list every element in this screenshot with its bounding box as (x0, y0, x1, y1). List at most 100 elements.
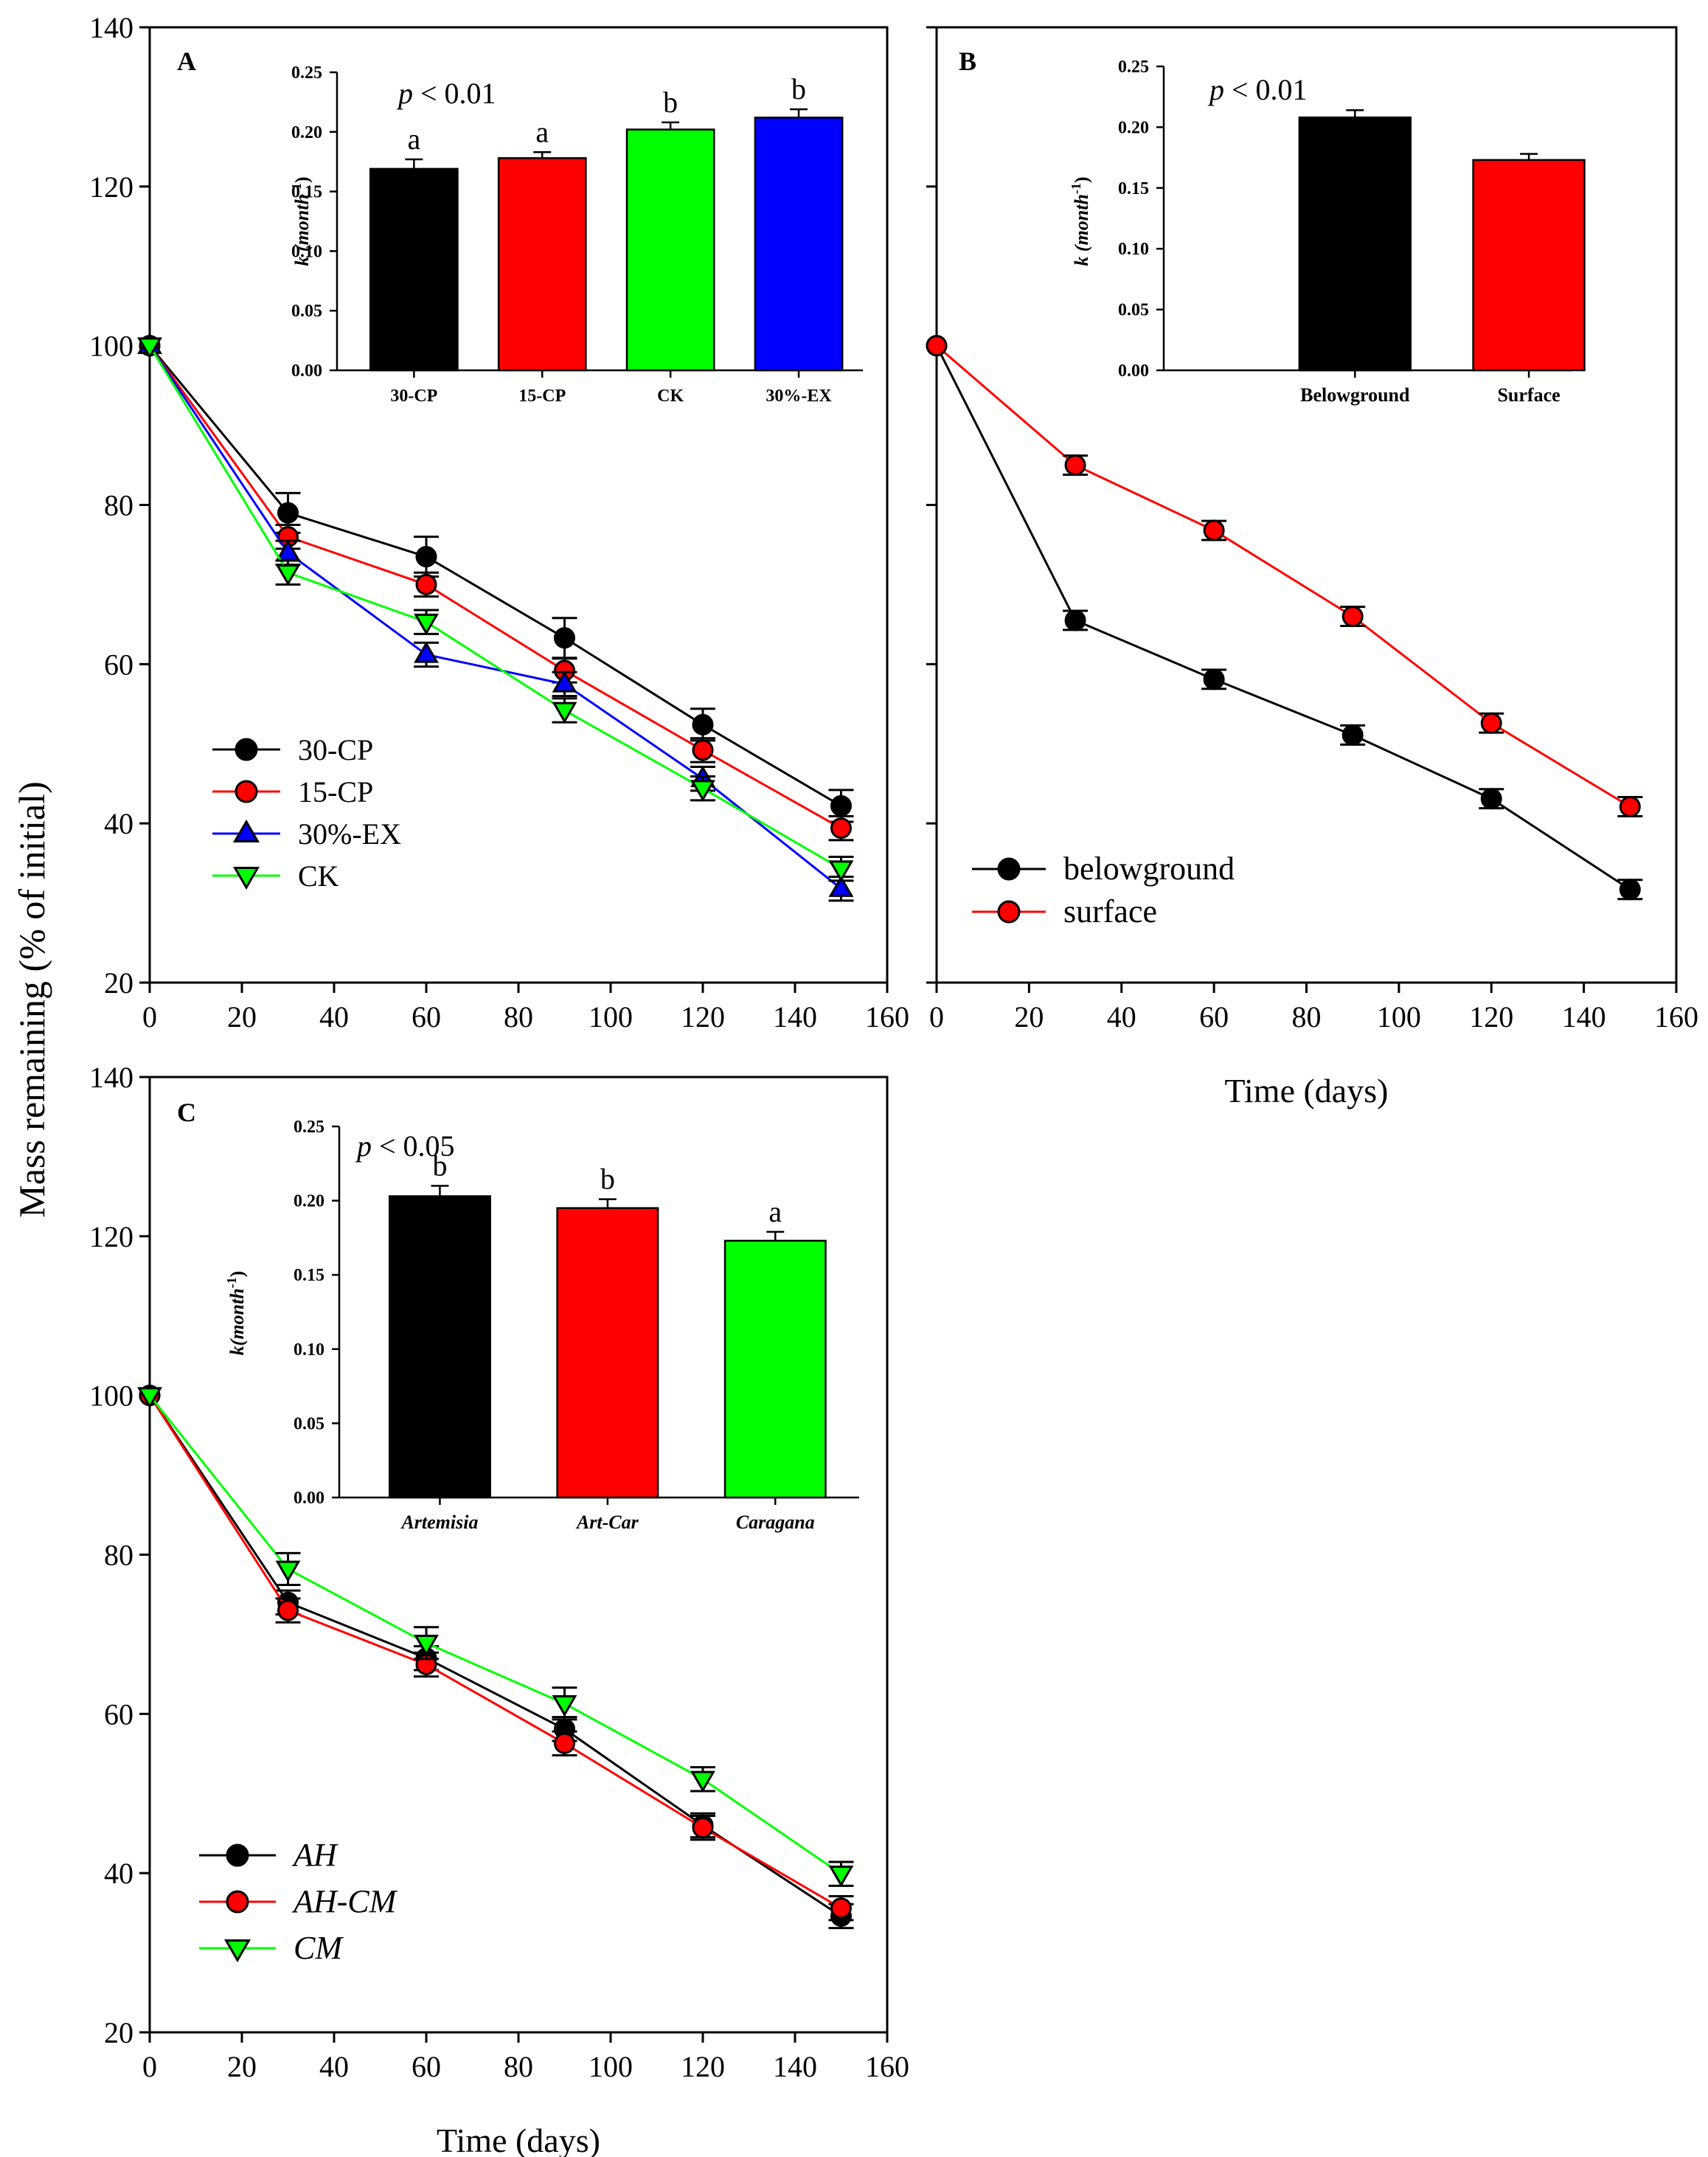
x-tick-label: 0 (142, 1000, 157, 1034)
inset-y-tick-label: 0.20 (1118, 118, 1149, 137)
data-point (414, 641, 439, 663)
x-axis-label: Time (days) (437, 2122, 600, 2157)
x-tick-label: 20 (227, 1000, 257, 1034)
inset-y-tick-label: 0.25 (294, 1118, 324, 1137)
data-point (1203, 519, 1225, 541)
y-tick-label: 60 (104, 1697, 133, 1731)
panel-label: A (177, 46, 196, 76)
x-tick-label: 100 (589, 2050, 633, 2083)
legend-label: CM (294, 1930, 344, 1966)
inset-y-axis-label: k (month-1) (1069, 176, 1092, 266)
x-tick-label: 40 (1107, 1000, 1136, 1034)
inset-y-tick-label: 0.20 (291, 123, 322, 142)
legend-label: belowground (1063, 851, 1235, 887)
inset-annotation-p: p (396, 77, 413, 110)
x-tick-label: 60 (412, 1000, 441, 1034)
y-tick-label: 100 (89, 330, 133, 363)
inset-y-tick-label: 0.15 (1118, 179, 1149, 198)
inset-y-tick-label: 0.25 (1118, 58, 1149, 77)
inset-annotation: p < 0.01 (396, 77, 496, 110)
y-tick-label: 20 (104, 966, 133, 1000)
inset-y-tick-label: 0.10 (1118, 240, 1149, 259)
inset-bar (625, 128, 715, 372)
inset-y-axis-label-text: k (month (1071, 194, 1092, 266)
x-tick-label: 60 (412, 2050, 441, 2083)
y-tick-label: 40 (104, 807, 133, 840)
panel-c: 0 20 40 60 80 100 120 140 160 20 40 60 80 100 120 140 C T… (89, 1061, 909, 2157)
legend-marker (232, 819, 260, 842)
legend-marker (235, 780, 258, 803)
inset-y-tick-label: 0.00 (294, 1489, 324, 1508)
data-point (828, 1865, 854, 1888)
data-point (277, 1599, 299, 1621)
inset-y-tick-label: 0.15 (294, 1266, 324, 1285)
y-tick-label: 20 (104, 2016, 133, 2049)
inset-y-tick-label: 0.10 (294, 1340, 324, 1360)
inset-y-tick-label: 0.10 (291, 242, 322, 261)
significance-letter: b (663, 86, 678, 119)
significance-letter: b (432, 1149, 447, 1182)
significance-letter: a (768, 1195, 782, 1228)
x-tick-label: 40 (319, 1000, 349, 1034)
inset-category-label: 30%-EX (766, 387, 832, 406)
data-point (1480, 788, 1502, 810)
x-tick-label: 20 (1014, 1000, 1044, 1034)
inset-y-axis-label-close: ) (1071, 176, 1092, 183)
inset-y-axis-label-sup: -1 (1069, 183, 1083, 194)
significance-letter: a (407, 122, 420, 156)
series-line (148, 1394, 842, 1875)
x-tick-label: 100 (1377, 1000, 1421, 1034)
data-point (552, 671, 577, 693)
legend-label: surface (1063, 893, 1157, 929)
data-point (926, 335, 948, 357)
x-tick-label: 120 (681, 1000, 725, 1034)
inset-annotation-value: < 0.01 (413, 77, 496, 110)
inset-category-label: Caragana (736, 1512, 815, 1533)
inset-y-axis-label-text: k(month (226, 1288, 248, 1355)
legend-label: 30-CP (298, 733, 373, 766)
inset-y-tick-label: 0.00 (1118, 361, 1149, 381)
series-line (148, 345, 842, 807)
data-point (414, 1635, 439, 1657)
y-tick-label: 100 (89, 1379, 133, 1413)
x-tick-label: 100 (589, 1000, 633, 1034)
legend-marker (997, 857, 1021, 881)
legend-marker (226, 1843, 249, 1867)
y-tick-label: 60 (104, 648, 133, 681)
data-point (275, 564, 301, 586)
data-point (275, 1560, 301, 1582)
inset-category-label: Art-Car (575, 1512, 639, 1533)
inset-y-axis-label-sup: -1 (289, 183, 304, 194)
inset-y-tick-label: 0.20 (294, 1192, 324, 1211)
inset-y-tick-label: 0.05 (1118, 301, 1149, 320)
data-point (277, 502, 299, 524)
data-point (1064, 609, 1086, 631)
data-point (828, 875, 854, 897)
panel-a: 0 20 40 60 80 100 120 140 160 20 40 60 80 100 120 140 A 3… (89, 11, 909, 1034)
x-tick-label: 80 (504, 2050, 533, 2083)
data-point (830, 794, 852, 817)
x-tick-label: 160 (1654, 1000, 1698, 1034)
x-tick-label: 140 (773, 1000, 817, 1034)
y-tick-label: 140 (89, 11, 133, 44)
data-point (830, 817, 852, 839)
inset-bar (556, 1207, 659, 1499)
inset-bar (497, 157, 587, 372)
x-tick-label: 140 (1562, 1000, 1606, 1034)
legend-label: AH-CM (291, 1883, 398, 1919)
inset-bar (388, 1195, 491, 1499)
inset-y-tick-label: 0.05 (291, 302, 322, 321)
data-point (830, 1897, 852, 1919)
data-point (692, 739, 714, 761)
inset-y-axis-label-close: ) (226, 1271, 248, 1278)
inset-category-label: 30-CP (390, 387, 437, 406)
panel-b: 0 20 40 60 80 100 120 140 160 B Time (days) belowgr… (926, 26, 1698, 1109)
data-point (1619, 796, 1641, 818)
inset-y-axis-label-text: k (month (291, 194, 313, 266)
x-tick-label: 160 (865, 1000, 909, 1034)
inset-annotation: p < 0.01 (1207, 73, 1308, 106)
x-tick-label: 80 (504, 1000, 533, 1034)
inset-annotation: p < 0.05 (355, 1129, 455, 1163)
inset-annotation-p: p (1207, 73, 1224, 106)
